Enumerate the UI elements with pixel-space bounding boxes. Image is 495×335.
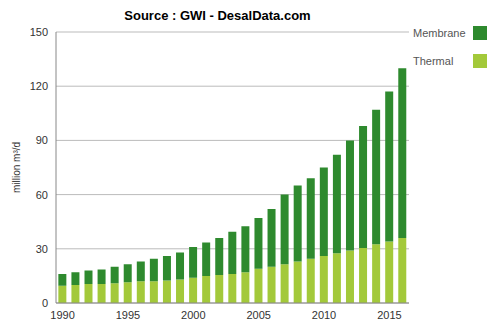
svg-text:120: 120 [30, 80, 48, 92]
svg-text:60: 60 [36, 189, 48, 201]
svg-text:0: 0 [42, 297, 48, 309]
html-text:Source : GWI - DesalData.com: Source : GWI - DesalData.com [124, 8, 311, 23]
svg-text:1990: 1990 [50, 309, 74, 321]
html-text:Thermal: Thermal [413, 55, 454, 67]
svg-text:2000: 2000 [181, 309, 205, 321]
svg-text:1995: 1995 [116, 309, 140, 321]
svg-text:2005: 2005 [246, 309, 270, 321]
svg-text:2010: 2010 [312, 309, 336, 321]
html-text:Membrane: Membrane [413, 27, 466, 39]
svg-text:million m³/d: million m³/d [11, 142, 22, 193]
svg-text:2015: 2015 [377, 309, 401, 321]
svg-text:90: 90 [36, 134, 48, 146]
svg-text:150: 150 [30, 26, 48, 38]
svg-text:30: 30 [36, 243, 48, 255]
